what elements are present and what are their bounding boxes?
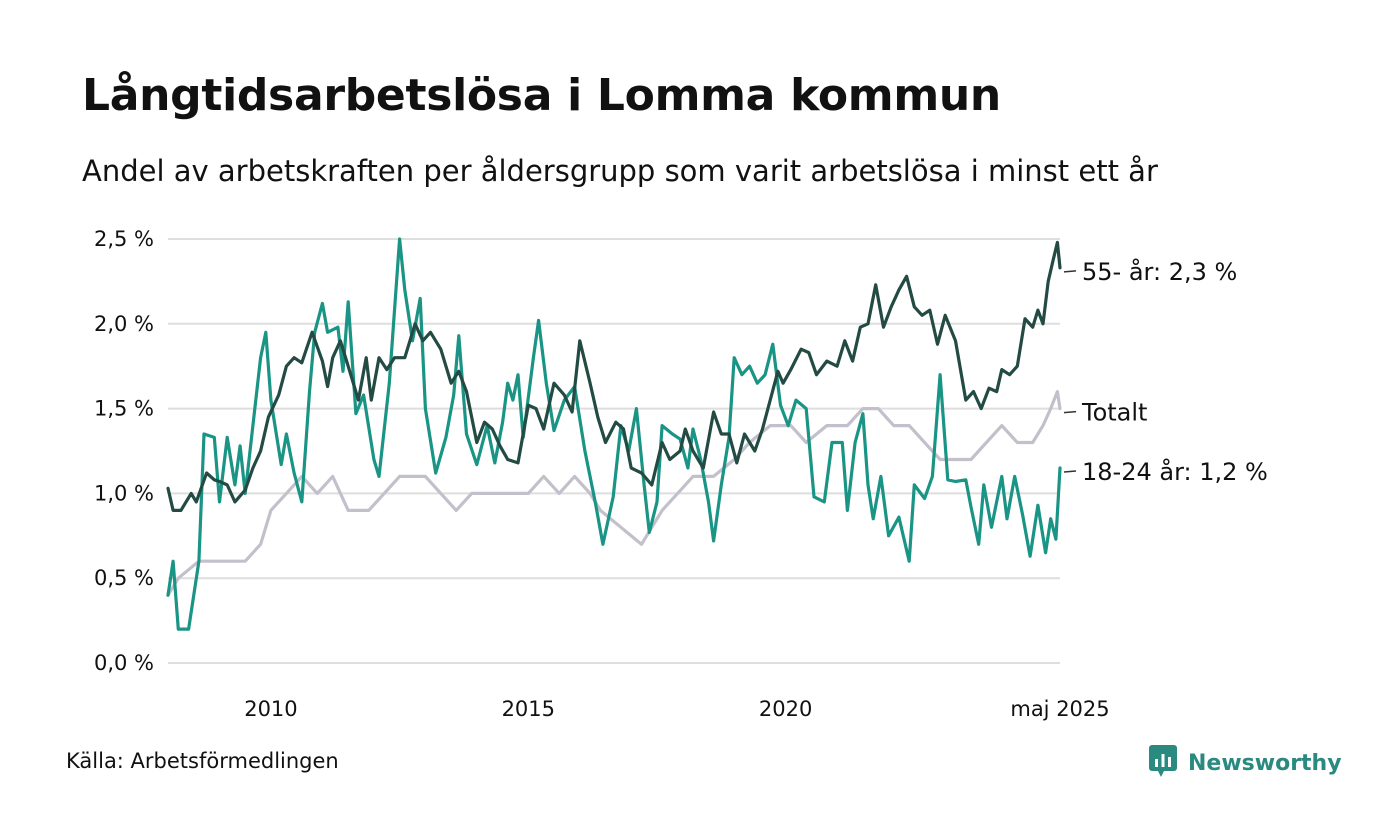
series-end-label: Totalt <box>1081 399 1147 427</box>
y-tick-label: 2,5 % <box>94 227 154 251</box>
x-tick-label: 2020 <box>759 697 812 721</box>
brand-logo[interactable]: Newsworthy <box>1148 744 1342 782</box>
label-connector <box>1063 270 1077 273</box>
x-tick-label: 2015 <box>502 697 555 721</box>
x-tick-label: 2010 <box>244 697 297 721</box>
series-line-55-r <box>166 240 1062 512</box>
series-line-totalt <box>166 390 1062 597</box>
x-tick-label: maj 2025 <box>1010 697 1109 721</box>
y-tick-label: 0,5 % <box>94 566 154 590</box>
series-end-labels: 55- år: 2,3 % Totalt 18-24 år: 1,2 % <box>1063 257 1268 486</box>
label-connector <box>1063 470 1077 473</box>
y-tick-label: 2,0 % <box>94 312 154 336</box>
newsworthy-logo-icon <box>1148 744 1178 782</box>
gridlines <box>168 238 1060 664</box>
series-end-label: 18-24 år: 1,2 % <box>1082 457 1268 486</box>
chart-title: Långtidsarbetslösa i Lomma kommun <box>82 70 1001 121</box>
x-axis-ticks: 2010 2015 2020 maj 2025 <box>244 697 1109 721</box>
y-tick-label: 0,0 % <box>94 651 154 675</box>
series-line-18-24-r <box>166 237 1062 631</box>
label-connector <box>1063 410 1077 414</box>
series-lines <box>166 237 1062 631</box>
y-tick-label: 1,0 % <box>94 481 154 505</box>
chart-subtitle: Andel av arbetskraften per åldersgrupp s… <box>82 154 1158 188</box>
source-note: Källa: Arbetsförmedlingen <box>66 749 339 773</box>
y-axis-ticks: 0,0 % 0,5 % 1,0 % 1,5 % 2,0 % 2,5 % <box>94 227 154 675</box>
y-tick-label: 1,5 % <box>94 397 154 421</box>
series-end-label: 55- år: 2,3 % <box>1082 257 1237 286</box>
brand-name: Newsworthy <box>1188 750 1342 776</box>
